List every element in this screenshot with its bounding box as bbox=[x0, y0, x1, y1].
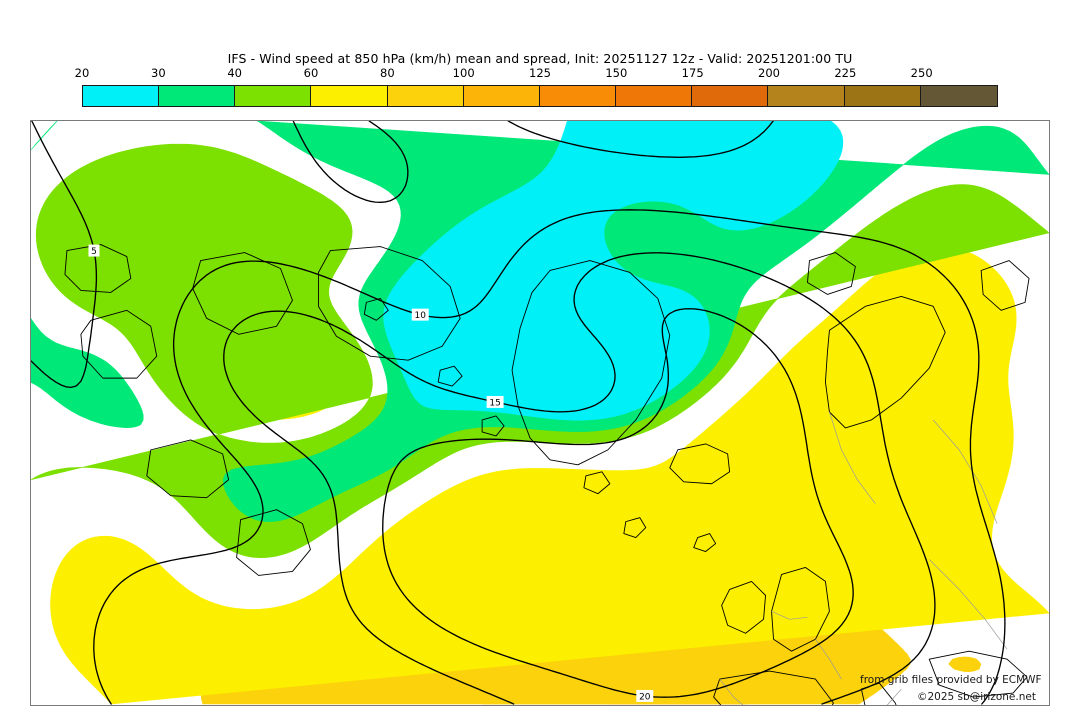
coastline bbox=[192, 252, 293, 335]
colorbar-segment bbox=[235, 86, 312, 106]
coastline bbox=[511, 260, 671, 466]
colorbar-segment bbox=[768, 86, 845, 106]
spread-contour bbox=[223, 252, 936, 705]
svg-text:10: 10 bbox=[415, 311, 427, 321]
colorbar-tick: 200 bbox=[758, 66, 780, 80]
country-border bbox=[886, 688, 902, 705]
coastline bbox=[64, 244, 132, 293]
colorbar-segment bbox=[159, 86, 236, 106]
colorbar-tick: 125 bbox=[529, 66, 551, 80]
coastline bbox=[860, 682, 897, 705]
coastline bbox=[824, 295, 946, 429]
spread-contour bbox=[382, 308, 854, 698]
copyright-credit: ©2025 sb@irizone.net bbox=[917, 691, 1036, 703]
colorbar-segment bbox=[616, 86, 693, 106]
colorbar-tick: 225 bbox=[834, 66, 857, 80]
colorbar-segment bbox=[463, 86, 540, 106]
spread-contour bbox=[31, 121, 774, 389]
coastline bbox=[669, 443, 731, 485]
colorbar-segment bbox=[844, 86, 921, 106]
colorbar-tick: 20 bbox=[74, 66, 90, 80]
coastline bbox=[721, 580, 767, 634]
source-credit: from grib files provided by ECMWF bbox=[860, 674, 1042, 686]
country-border bbox=[829, 411, 876, 504]
colorbar-tick: 150 bbox=[605, 66, 628, 80]
spread-contour-layer bbox=[31, 121, 1006, 705]
coastline bbox=[146, 439, 230, 499]
coastline bbox=[807, 252, 856, 295]
colorbar-segment bbox=[539, 86, 617, 106]
svg-text:20: 20 bbox=[639, 692, 651, 702]
country-border bbox=[771, 611, 808, 620]
country-border-layer bbox=[719, 411, 1008, 705]
country-border bbox=[815, 639, 842, 680]
coastline bbox=[623, 517, 647, 539]
country-border bbox=[928, 559, 1008, 650]
colorbar-tick: 175 bbox=[681, 66, 704, 80]
country-border bbox=[932, 419, 998, 524]
colorbar-segment bbox=[311, 86, 388, 106]
coastline bbox=[693, 533, 717, 552]
map-panel[interactable]: 5 10 15 20 bbox=[30, 120, 1050, 706]
colorbar: 20 30 40 60 80 100 125 150 175 200 225 250 bbox=[75, 66, 998, 107]
colorbar-tick: 40 bbox=[227, 66, 242, 80]
colorbar-segment bbox=[83, 86, 160, 106]
coastline bbox=[980, 260, 1030, 311]
coastline bbox=[236, 509, 311, 576]
coastline bbox=[80, 309, 158, 379]
country-border bbox=[719, 678, 744, 705]
spread-contour bbox=[93, 209, 1006, 705]
colorbar-tick: 30 bbox=[151, 66, 166, 80]
colorbar-segment bbox=[387, 86, 464, 106]
contour-label: 10 bbox=[411, 308, 429, 321]
windspeed-fill-layer bbox=[31, 121, 1049, 705]
coastline bbox=[771, 567, 830, 652]
contour-label: 5 bbox=[88, 244, 100, 257]
coastline bbox=[317, 246, 461, 361]
colorbar-tick: 250 bbox=[910, 66, 933, 80]
colorbar-tick: 60 bbox=[303, 66, 319, 80]
colorbar-tick: 80 bbox=[380, 66, 395, 80]
coastline bbox=[713, 670, 834, 705]
svg-text:5: 5 bbox=[91, 247, 97, 257]
colorbar-tick: 100 bbox=[452, 66, 475, 80]
svg-text:15: 15 bbox=[489, 398, 500, 408]
coastline-layer bbox=[64, 244, 1030, 705]
contour-label: 20 bbox=[636, 689, 654, 702]
contour-label: 15 bbox=[486, 395, 504, 408]
colorbar-tick-labels: 20 30 40 60 80 100 125 150 175 200 225 250 bbox=[75, 66, 998, 82]
coastline bbox=[583, 471, 611, 495]
page-title: IFS - Wind speed at 850 hPa (km/h) mean … bbox=[227, 51, 853, 66]
coastline bbox=[928, 650, 1028, 698]
coastline bbox=[437, 365, 463, 387]
map-canvas: 5 10 15 20 bbox=[31, 121, 1049, 705]
colorbar-gradient bbox=[82, 85, 998, 107]
colorbar-segment bbox=[692, 86, 769, 106]
spread-contour-labels: 5 10 15 20 bbox=[88, 244, 654, 702]
colorbar-segment bbox=[920, 86, 997, 106]
coastline bbox=[481, 415, 505, 437]
